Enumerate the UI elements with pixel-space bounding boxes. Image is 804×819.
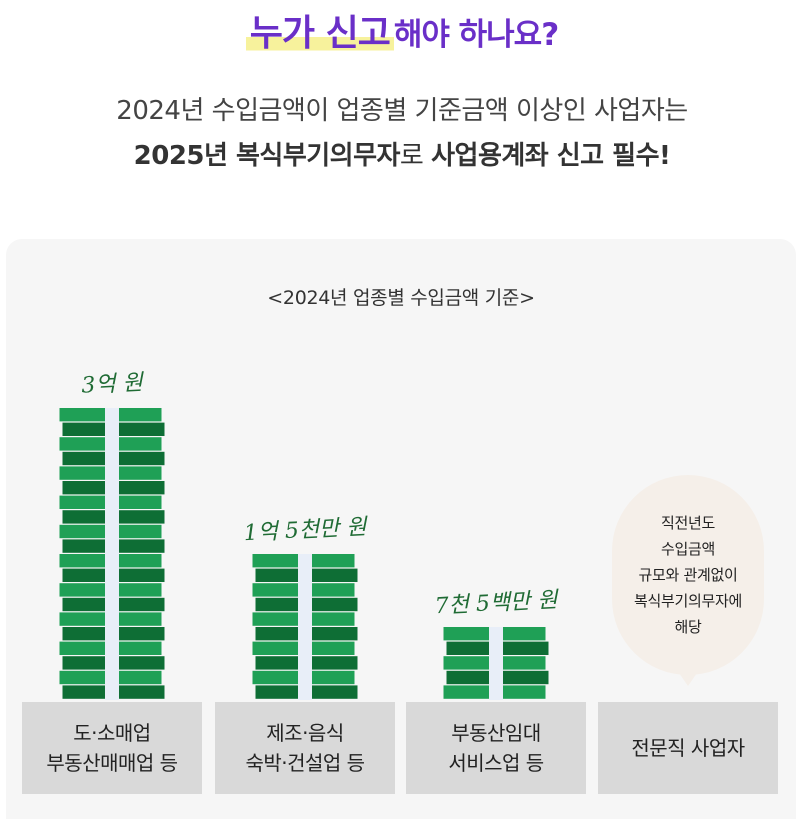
subtitle-line-2: 2025년 복식부기의무자로 사업용계좌 신고 필수! [0, 135, 804, 172]
subtitle-normal-1: 로 [399, 141, 432, 171]
category-label-line: 숙박·건설업 등 [245, 751, 365, 775]
headline-rest: 해야 하나요? [393, 17, 559, 53]
bill-band [489, 627, 503, 700]
category-label-line: 전문직 사업자 [631, 736, 745, 760]
chart-title: <2024년 업종별 수입금액 기준> [267, 287, 535, 309]
money-stack-bar [443, 627, 549, 700]
category-label-line: 제조·음식 [266, 721, 344, 745]
category-label-line: 부동산임대 [451, 721, 541, 745]
bill-band [105, 408, 119, 700]
note-line: 복식부기의무자에 [633, 592, 742, 610]
category-label-line: 도·소매업 [73, 721, 151, 745]
note-line: 해당 [674, 618, 702, 636]
headline: 누가 신고 해야 하나요? [0, 4, 804, 56]
bill-band [298, 554, 312, 700]
category-label-line: 부동산매매업 등 [46, 751, 178, 775]
headline-highlight: 누가 신고 [245, 13, 394, 54]
subtitle-bold-2: 사업용계좌 신고 필수! [431, 141, 671, 171]
note-bubble-tail [677, 670, 699, 686]
money-stack-bar [252, 554, 358, 700]
category-label: 전문직 사업자 [631, 733, 745, 763]
note-line: 규모와 관계없이 [638, 566, 738, 584]
category-box: 전문직 사업자 [598, 702, 778, 794]
note-line: 직전년도 [660, 514, 715, 532]
subtitle-bold-1: 2025년 복식부기의무자 [133, 141, 401, 171]
note-line: 수입금액 [660, 540, 715, 558]
money-stack-bar [59, 408, 165, 700]
subtitle-line-1: 2024년 수입금액이 업종별 기준금액 이상인 사업자는 [116, 96, 688, 126]
category-label-line: 서비스업 등 [448, 751, 544, 775]
